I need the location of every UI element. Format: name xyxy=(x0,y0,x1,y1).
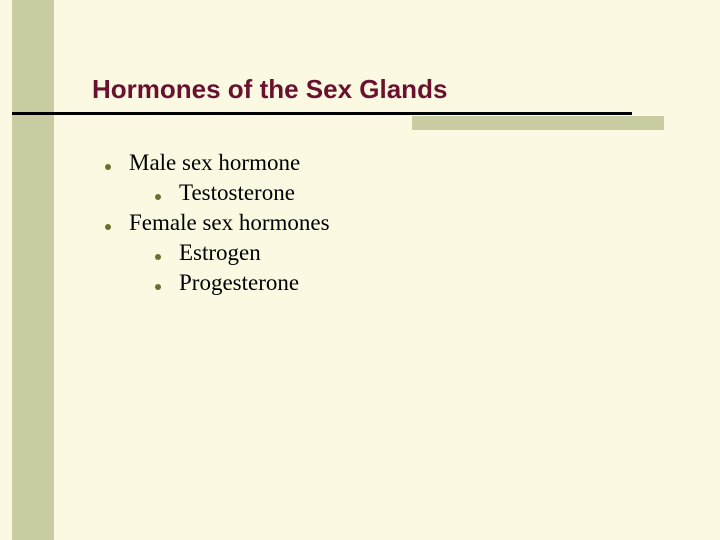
list-item-text: Estrogen xyxy=(179,240,261,266)
title-underline xyxy=(12,112,632,115)
slide: Hormones of the Sex Glands Male sex horm… xyxy=(0,0,720,540)
list-item-text: Progesterone xyxy=(179,270,299,296)
bullet-icon xyxy=(155,194,161,200)
list-item: Male sex hormone xyxy=(105,150,330,180)
list-item-text: Testosterone xyxy=(179,180,295,206)
bullet-icon xyxy=(155,284,161,290)
slide-title: Hormones of the Sex Glands xyxy=(92,74,447,105)
bullet-icon xyxy=(105,224,111,230)
list-item: Estrogen xyxy=(155,240,330,270)
accent-bar xyxy=(412,116,664,130)
bullet-icon xyxy=(155,254,161,260)
list-item-text: Female sex hormones xyxy=(129,210,330,236)
list-item: Testosterone xyxy=(155,180,330,210)
content-area: Male sex hormone Testosterone Female sex h… xyxy=(105,150,330,300)
list-item-text: Male sex hormone xyxy=(129,150,300,176)
list-item: Progesterone xyxy=(155,270,330,300)
list-item: Female sex hormones xyxy=(105,210,330,240)
left-stripe xyxy=(12,0,54,540)
bullet-icon xyxy=(105,164,111,170)
